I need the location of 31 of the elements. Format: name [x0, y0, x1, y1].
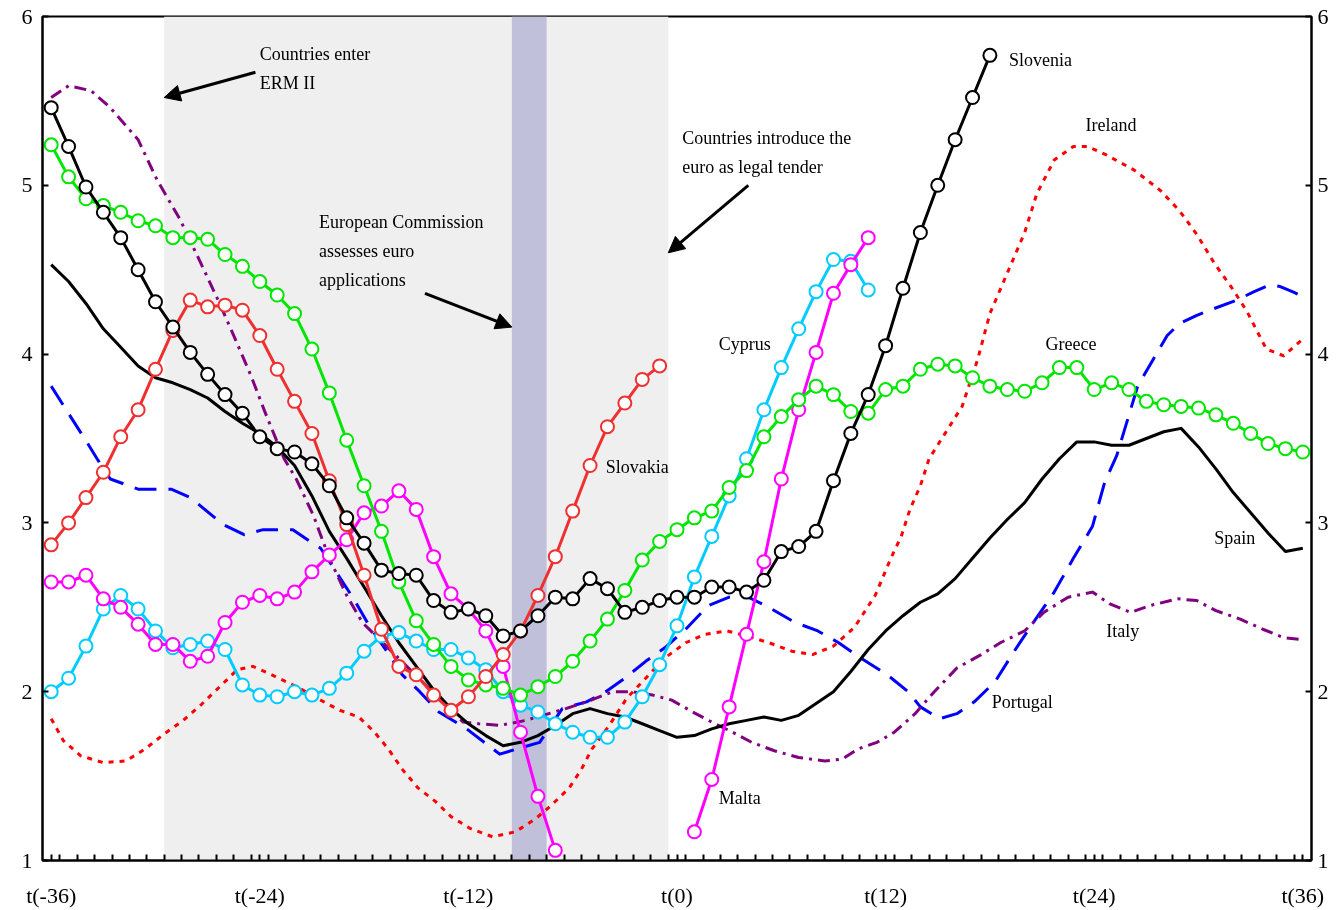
y-tick-label: 3 [21, 509, 33, 535]
y2-tick-label: 5 [1317, 172, 1329, 198]
x-tick-label: t(12) [864, 882, 907, 908]
series-label: Portugal [991, 691, 1053, 712]
x-tick-label: t(24) [1072, 882, 1116, 908]
series-label: Italy [1106, 620, 1140, 641]
y2-tick-label: 3 [1317, 509, 1329, 535]
y-tick-label: 1 [21, 847, 33, 873]
x-tick-label: t(36) [1281, 882, 1325, 908]
x-tick-label: t(-24) [234, 882, 285, 908]
series-label: Malta [718, 788, 761, 809]
series-label: Greece [1045, 333, 1097, 354]
x-tick-label: t(0) [661, 882, 693, 908]
annotation: Countries enter ERM II [259, 43, 371, 93]
series-label: Slovakia [605, 457, 669, 478]
x-tick-label: t(-12) [443, 882, 494, 908]
series-label: Cyprus [718, 333, 771, 354]
y2-tick-label: 4 [1317, 341, 1329, 367]
x-tick-label: t(-36) [26, 882, 77, 908]
y-tick-label: 2 [21, 678, 33, 704]
y-tick-label: 4 [21, 341, 33, 367]
y2-tick-label: 2 [1317, 678, 1329, 704]
y-tick-label: 5 [21, 172, 33, 198]
series-label: Ireland [1085, 114, 1137, 135]
y2-tick-label: 6 [1317, 3, 1329, 29]
annotation: Countries introduce the euro as legal tender [682, 127, 852, 177]
series-label: Spain [1214, 528, 1256, 549]
annotation: European Commission assesses euro applications [318, 212, 484, 291]
y2-tick-label: 1 [1317, 847, 1329, 873]
series-label: Slovenia [1009, 50, 1073, 71]
y-tick-label: 6 [21, 3, 33, 29]
